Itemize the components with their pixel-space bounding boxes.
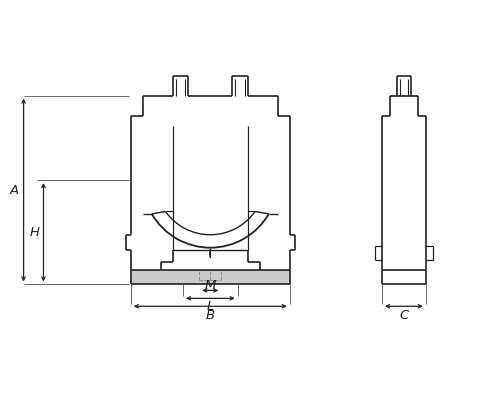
Text: B: B	[206, 309, 215, 322]
Text: M: M	[204, 279, 216, 292]
Text: H: H	[30, 226, 40, 239]
Text: L: L	[206, 300, 214, 313]
Text: A: A	[10, 184, 19, 196]
Text: C: C	[400, 309, 408, 322]
Bar	[131, 270, 290, 284]
